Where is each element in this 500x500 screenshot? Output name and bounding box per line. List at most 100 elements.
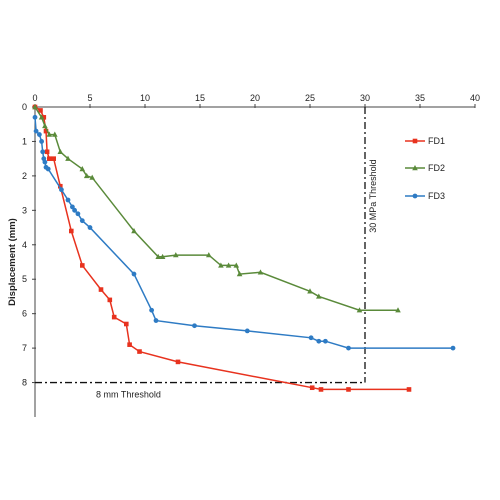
y-tick-label: 7 xyxy=(22,343,27,353)
series-layer xyxy=(32,104,456,392)
data-point-fd3 xyxy=(308,335,314,341)
data-point-fd1 xyxy=(51,156,56,161)
data-point-fd2 xyxy=(38,114,45,120)
data-point-fd2 xyxy=(42,122,48,129)
data-point-fd2 xyxy=(155,253,161,260)
data-point-fd1 xyxy=(58,183,63,189)
data-point-fd3 xyxy=(244,328,250,334)
data-point-fd3 xyxy=(40,149,46,155)
y-tick-label: 2 xyxy=(22,171,27,181)
data-point-fd1 xyxy=(111,314,117,320)
data-point-fd3 xyxy=(72,207,77,213)
data-point-fd3 xyxy=(33,128,39,134)
x-tick-label: 15 xyxy=(195,93,205,103)
data-point-fd2 xyxy=(316,293,322,299)
series-line-fd1 xyxy=(34,106,409,391)
data-point-fd2 xyxy=(32,104,38,110)
data-point-fd1 xyxy=(41,115,47,120)
data-point-fd2 xyxy=(131,228,137,234)
legend-label-fd1: FD1 xyxy=(428,136,445,146)
y-tick-label: 0 xyxy=(22,102,27,112)
y-tick-label: 4 xyxy=(22,240,27,250)
data-point-fd2 xyxy=(257,269,264,275)
threshold-30mpa-label: 30 MPa Threshold xyxy=(368,159,378,232)
y-tick-label: 1 xyxy=(22,136,27,146)
legend-label-fd2: FD2 xyxy=(428,163,445,173)
series-line-fd3 xyxy=(34,117,453,349)
data-point-fd1 xyxy=(406,387,412,392)
legend-marker-fd2 xyxy=(412,165,418,171)
y-tick-group: 0 1 2 3 4 5 6 7 8 xyxy=(22,102,36,388)
data-point-fd2 xyxy=(225,262,232,268)
data-point-fd1 xyxy=(98,287,104,292)
data-point-fd3 xyxy=(75,211,81,217)
data-point-fd2 xyxy=(52,131,58,137)
x-tick-label: 5 xyxy=(87,93,92,103)
series-fd3 xyxy=(32,114,456,351)
data-point-fd2 xyxy=(206,252,212,258)
data-point-fd2 xyxy=(46,131,53,137)
legend-marker-point-fd2 xyxy=(412,165,418,171)
data-point-fd3 xyxy=(79,218,85,224)
legend-marker-point-fd1 xyxy=(412,138,418,144)
legend: FD1 FD2 FD3 xyxy=(405,136,445,201)
data-point-fd3 xyxy=(131,271,137,277)
x-tick-label: 10 xyxy=(140,93,150,103)
data-point-fd3 xyxy=(59,187,64,193)
data-point-fd2 xyxy=(236,271,243,277)
data-point-fd1 xyxy=(346,387,351,392)
legend-marker-fd3 xyxy=(412,193,418,199)
data-point-fd1 xyxy=(127,342,132,347)
data-point-fd2 xyxy=(307,288,313,294)
data-point-fd3 xyxy=(45,166,51,172)
legend-marker-fd1 xyxy=(412,138,418,144)
x-tick-label: 20 xyxy=(250,93,260,103)
data-point-fd2 xyxy=(173,252,179,258)
data-point-fd3 xyxy=(346,345,351,351)
data-point-fd2 xyxy=(159,253,166,260)
data-point-fd3 xyxy=(70,204,75,210)
data-point-fd2 xyxy=(218,262,224,268)
data-point-fd3 xyxy=(65,197,71,203)
legend-item-fd3: FD3 xyxy=(405,191,445,201)
legend-label-fd3: FD3 xyxy=(428,191,445,201)
data-point-fd3 xyxy=(149,307,155,313)
data-point-fd1 xyxy=(43,128,49,134)
x-tick-label: 30 xyxy=(360,93,370,103)
data-point-fd2 xyxy=(356,307,363,313)
data-point-fd3 xyxy=(42,159,48,165)
legend-item-fd1: FD1 xyxy=(405,136,445,146)
x-tick-group: 0 5 10 15 20 25 30 35 40 xyxy=(32,93,480,108)
data-point-fd2 xyxy=(65,155,71,161)
data-point-fd3 xyxy=(37,132,42,137)
data-point-fd3 xyxy=(450,345,456,351)
data-point-fd1 xyxy=(47,156,52,161)
data-point-fd2 xyxy=(395,307,401,313)
data-point-fd3 xyxy=(316,338,322,344)
series-line-fd2 xyxy=(34,106,398,311)
y-tick-label: 8 xyxy=(22,378,27,388)
data-point-fd2 xyxy=(79,166,86,172)
data-point-fd3 xyxy=(153,318,159,323)
data-point-fd3 xyxy=(32,114,38,120)
legend-item-fd2: FD2 xyxy=(405,163,445,173)
data-point-fd1 xyxy=(137,349,142,354)
data-point-fd2 xyxy=(83,172,90,179)
data-point-fd1 xyxy=(44,149,50,155)
y-tick-label: 6 xyxy=(22,309,27,319)
data-point-fd2 xyxy=(233,262,240,268)
data-point-fd1 xyxy=(309,385,315,391)
x-tick-label: 40 xyxy=(470,93,480,103)
y-tick-label: 5 xyxy=(22,274,27,284)
data-point-fd1 xyxy=(124,321,129,327)
data-point-fd2 xyxy=(57,148,64,154)
data-point-fd3 xyxy=(192,323,197,329)
data-point-fd1 xyxy=(318,387,324,392)
data-point-fd3 xyxy=(39,139,44,144)
x-tick-label: 25 xyxy=(305,93,315,103)
data-point-fd3 xyxy=(87,225,93,230)
data-point-fd1 xyxy=(107,297,113,303)
data-point-fd1 xyxy=(38,108,43,113)
x-tick-label: 35 xyxy=(415,93,425,103)
data-point-fd1 xyxy=(175,359,181,365)
